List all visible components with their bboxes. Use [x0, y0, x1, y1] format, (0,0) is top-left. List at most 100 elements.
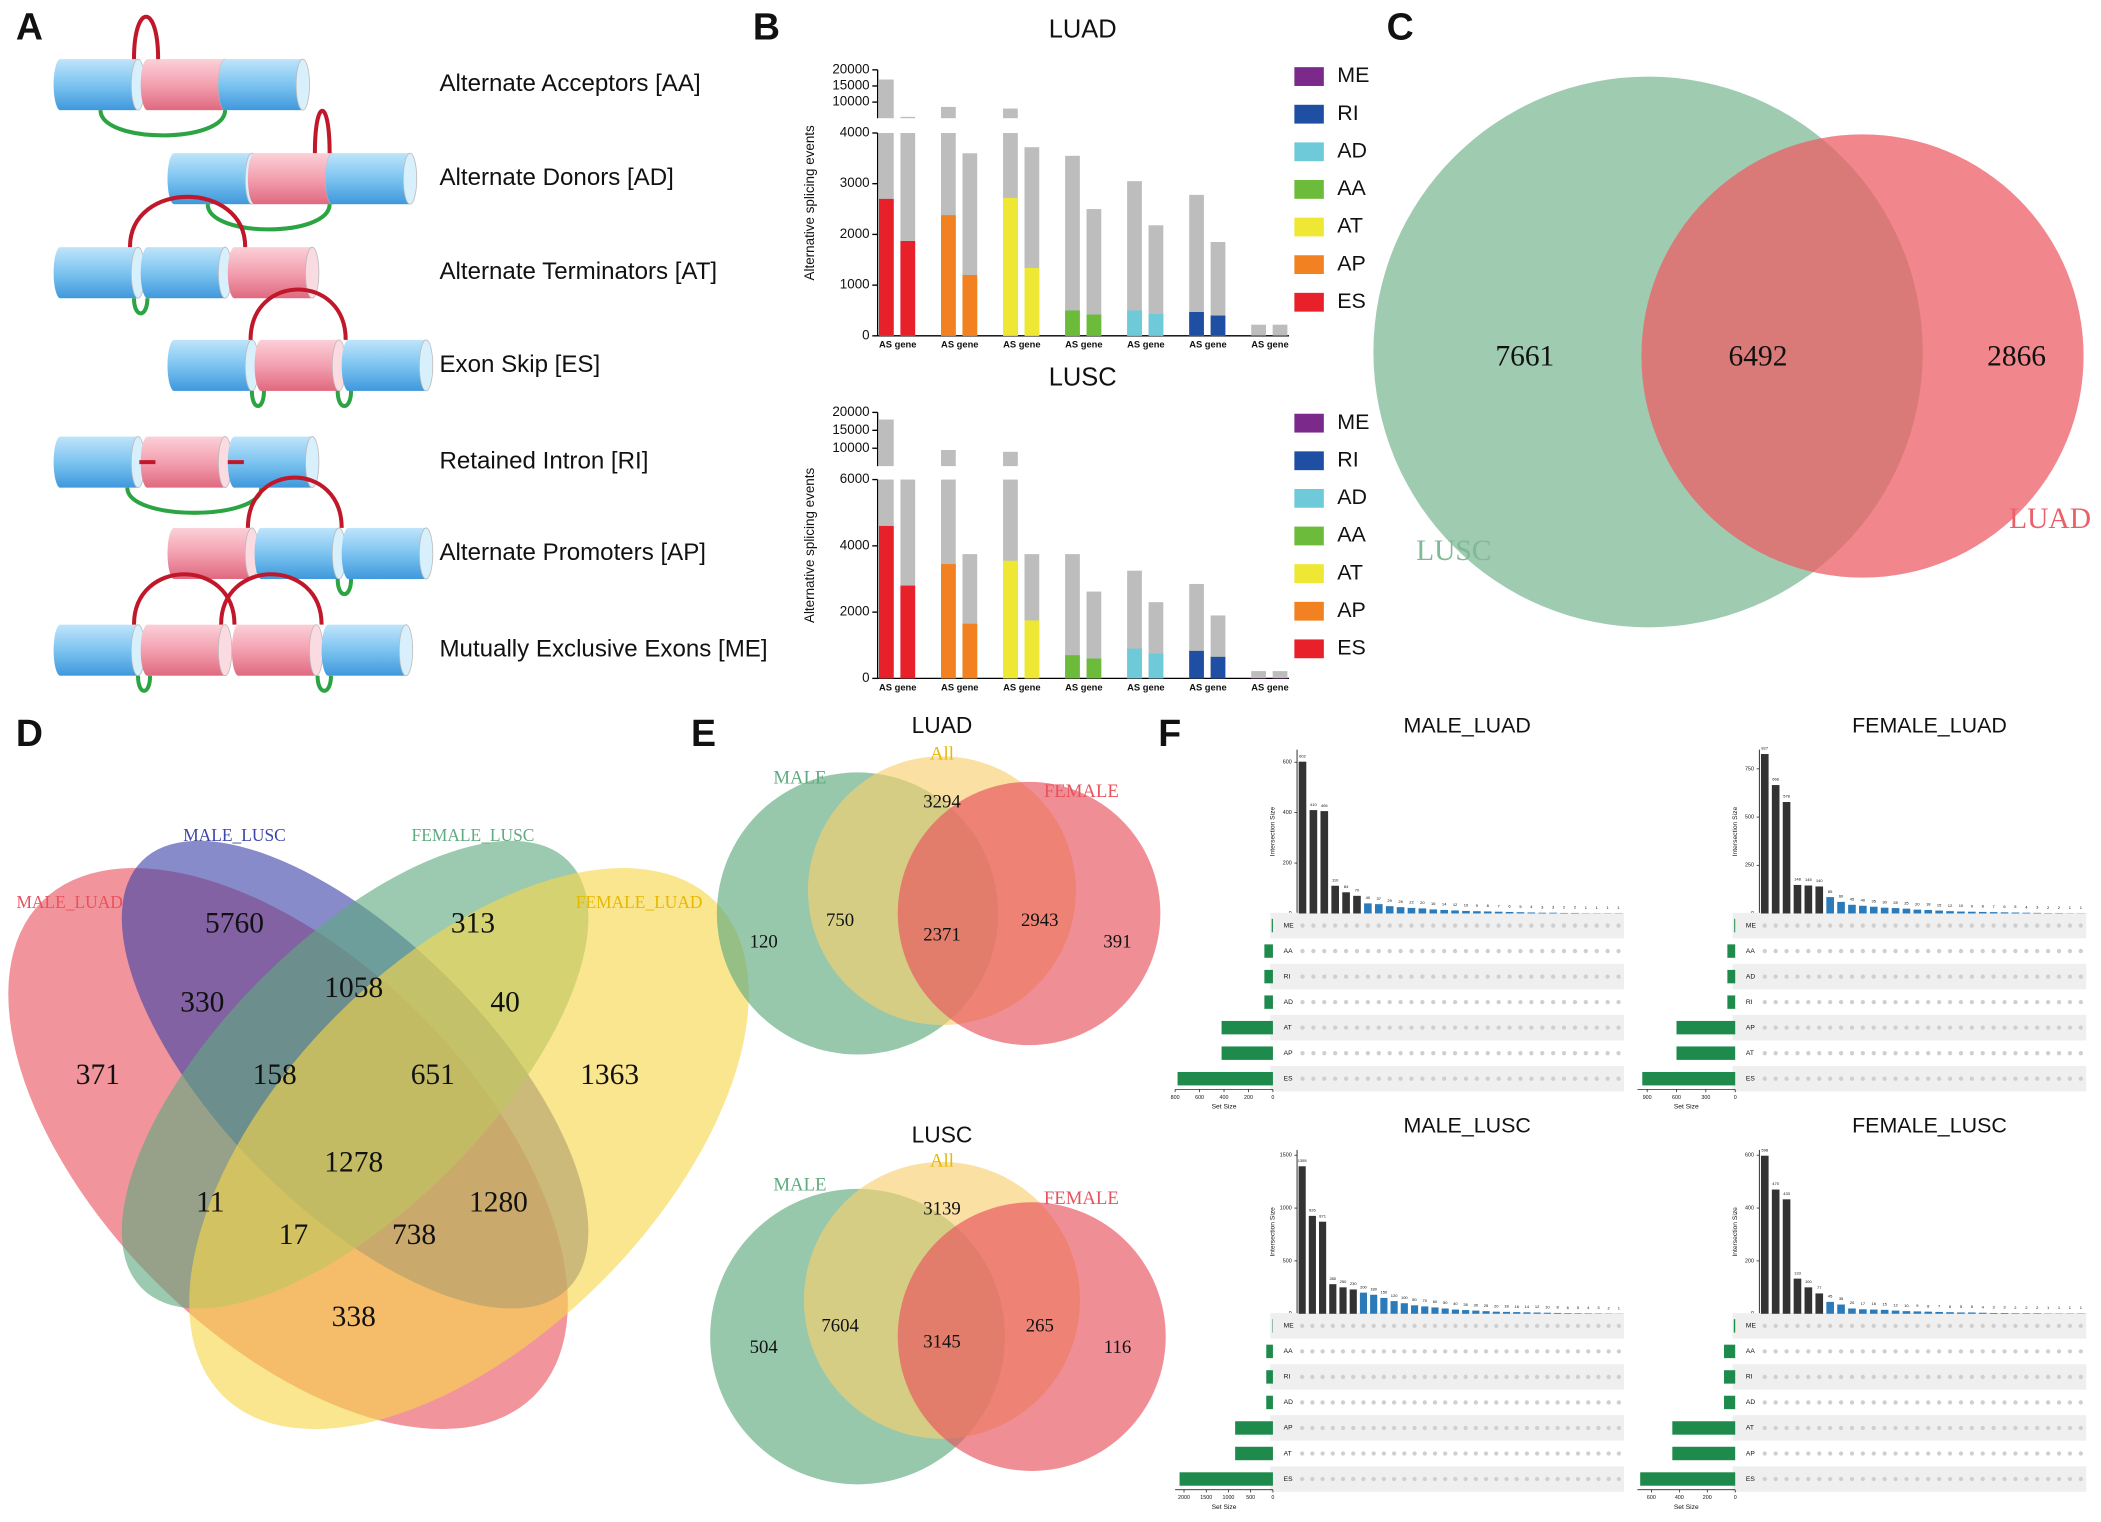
matrix-dot [1860, 1425, 1865, 1431]
matrix-dot [1391, 1374, 1397, 1380]
matrix-dot [2035, 1476, 2040, 1482]
matrix-dot [2002, 1400, 2007, 1405]
matrix-dot [1915, 1476, 1920, 1482]
matrix-dot [1351, 1349, 1356, 1354]
matrix-dot [1616, 1025, 1621, 1030]
matrix-dot [1381, 1323, 1387, 1329]
panel-label: A [16, 5, 43, 47]
x-tick-label: AS gene [1189, 339, 1226, 350]
x-tick-label: AS gene [1065, 339, 1102, 350]
matrix-dot [1605, 974, 1610, 979]
matrix-dot [1586, 1425, 1591, 1431]
matrix-dot [1474, 1051, 1480, 1056]
matrix-dot [1494, 1400, 1499, 1405]
matrix-dot [1442, 1025, 1447, 1030]
matrix-dot [1504, 1451, 1509, 1456]
matrix-dot [1453, 1349, 1458, 1354]
matrix-dot [1545, 1425, 1550, 1431]
matrix-dot [2078, 1476, 2083, 1482]
value-label: 926 [1309, 1208, 1316, 1213]
matrix-dot [1376, 1025, 1381, 1030]
matrix-dot [1806, 999, 1811, 1005]
splice-arc [131, 572, 237, 625]
matrix-dot [1893, 1374, 1898, 1380]
intersection-bar [1342, 892, 1350, 914]
matrix-dot [1320, 1323, 1325, 1329]
matrix-dot [1926, 1451, 1931, 1456]
matrix-dot [1893, 1076, 1898, 1081]
matrix-dot [1474, 948, 1480, 954]
matrix-dot [1575, 1400, 1581, 1405]
matrix-dot [1969, 1425, 1974, 1431]
intersection-bar [1462, 910, 1470, 914]
matrix-dot [1936, 1051, 1942, 1056]
matrix-dot [1402, 1400, 1407, 1405]
matrix-dot [1452, 1076, 1458, 1081]
chart-title: MALE_LUAD [1404, 713, 1531, 737]
matrix-dot [1391, 1349, 1397, 1354]
value-label: 70 [1355, 888, 1360, 893]
matrix-dot [1409, 999, 1414, 1005]
intersection-bar [1473, 911, 1481, 914]
matrix-dot [1485, 948, 1490, 954]
matrix-dot [1947, 1025, 1953, 1030]
intersection-bar [1523, 1312, 1531, 1314]
set-name: ME [1284, 922, 1295, 929]
matrix-dot [1936, 923, 1942, 928]
chart-title: LUAD [1049, 16, 1117, 44]
matrix-dot [1882, 1476, 1887, 1482]
matrix-dot [1926, 1400, 1931, 1405]
matrix-dot [1365, 1025, 1371, 1030]
legend-label: AA [1337, 523, 1366, 547]
value-label: 1 [1607, 905, 1610, 910]
matrix-dot [1412, 1374, 1417, 1380]
chart-title: LUSC [1049, 364, 1117, 392]
matrix-dot [1773, 1323, 1778, 1329]
matrix-dot [1915, 1451, 1920, 1456]
set-size-bar [1734, 918, 1736, 933]
matrix-dot [1871, 1400, 1876, 1405]
matrix-dot [1860, 1349, 1865, 1354]
matrix-dot [1795, 1349, 1800, 1354]
matrix-dot [1871, 948, 1876, 954]
matrix-dot [1442, 1076, 1447, 1081]
matrix-dot [1806, 1025, 1811, 1030]
total-bar [878, 419, 894, 467]
matrix-dot [2067, 974, 2073, 979]
matrix-dot [1431, 1076, 1436, 1081]
matrix-dot [1806, 1400, 1811, 1405]
matrix-dot [1561, 1025, 1567, 1030]
splice-arc [312, 108, 332, 154]
value-label: 1 [1617, 905, 1620, 910]
legend-swatch [1294, 67, 1324, 86]
value-label: 3 [1993, 1305, 1996, 1310]
matrix-dot [1351, 1323, 1356, 1329]
matrix-dot [1980, 923, 1985, 928]
intersection-bar [1924, 1311, 1933, 1314]
x-tick-label: 400 [1220, 1095, 1229, 1101]
matrix-dot [1507, 999, 1512, 1005]
matrix-dot [1773, 1374, 1778, 1380]
matrix-dot [1784, 1425, 1789, 1431]
matrix-dot [1391, 1476, 1397, 1482]
value-label: 3 [1597, 1305, 1600, 1310]
matrix-dot [2035, 1076, 2040, 1081]
matrix-dot [1540, 999, 1545, 1005]
matrix-dot [2013, 1425, 2018, 1431]
matrix-dot [1343, 1051, 1349, 1056]
matrix-dot [2045, 1051, 2051, 1056]
matrix-dot [1936, 1025, 1942, 1030]
matrix-dot [1555, 1451, 1560, 1456]
set-size-bar [1676, 1020, 1736, 1035]
venn-value: 338 [332, 1301, 376, 1333]
value-label: 12 [1948, 903, 1953, 908]
matrix-dot [1795, 974, 1800, 979]
value-label: 2 [1608, 1305, 1611, 1310]
matrix-dot [1420, 974, 1425, 979]
matrix-dot [1452, 974, 1458, 979]
matrix-dot [1838, 1323, 1844, 1329]
matrix-dot [1893, 1323, 1898, 1329]
value-label: 100 [1805, 1279, 1812, 1284]
matrix-dot [2035, 1051, 2040, 1056]
matrix-dot [1969, 1476, 1974, 1482]
